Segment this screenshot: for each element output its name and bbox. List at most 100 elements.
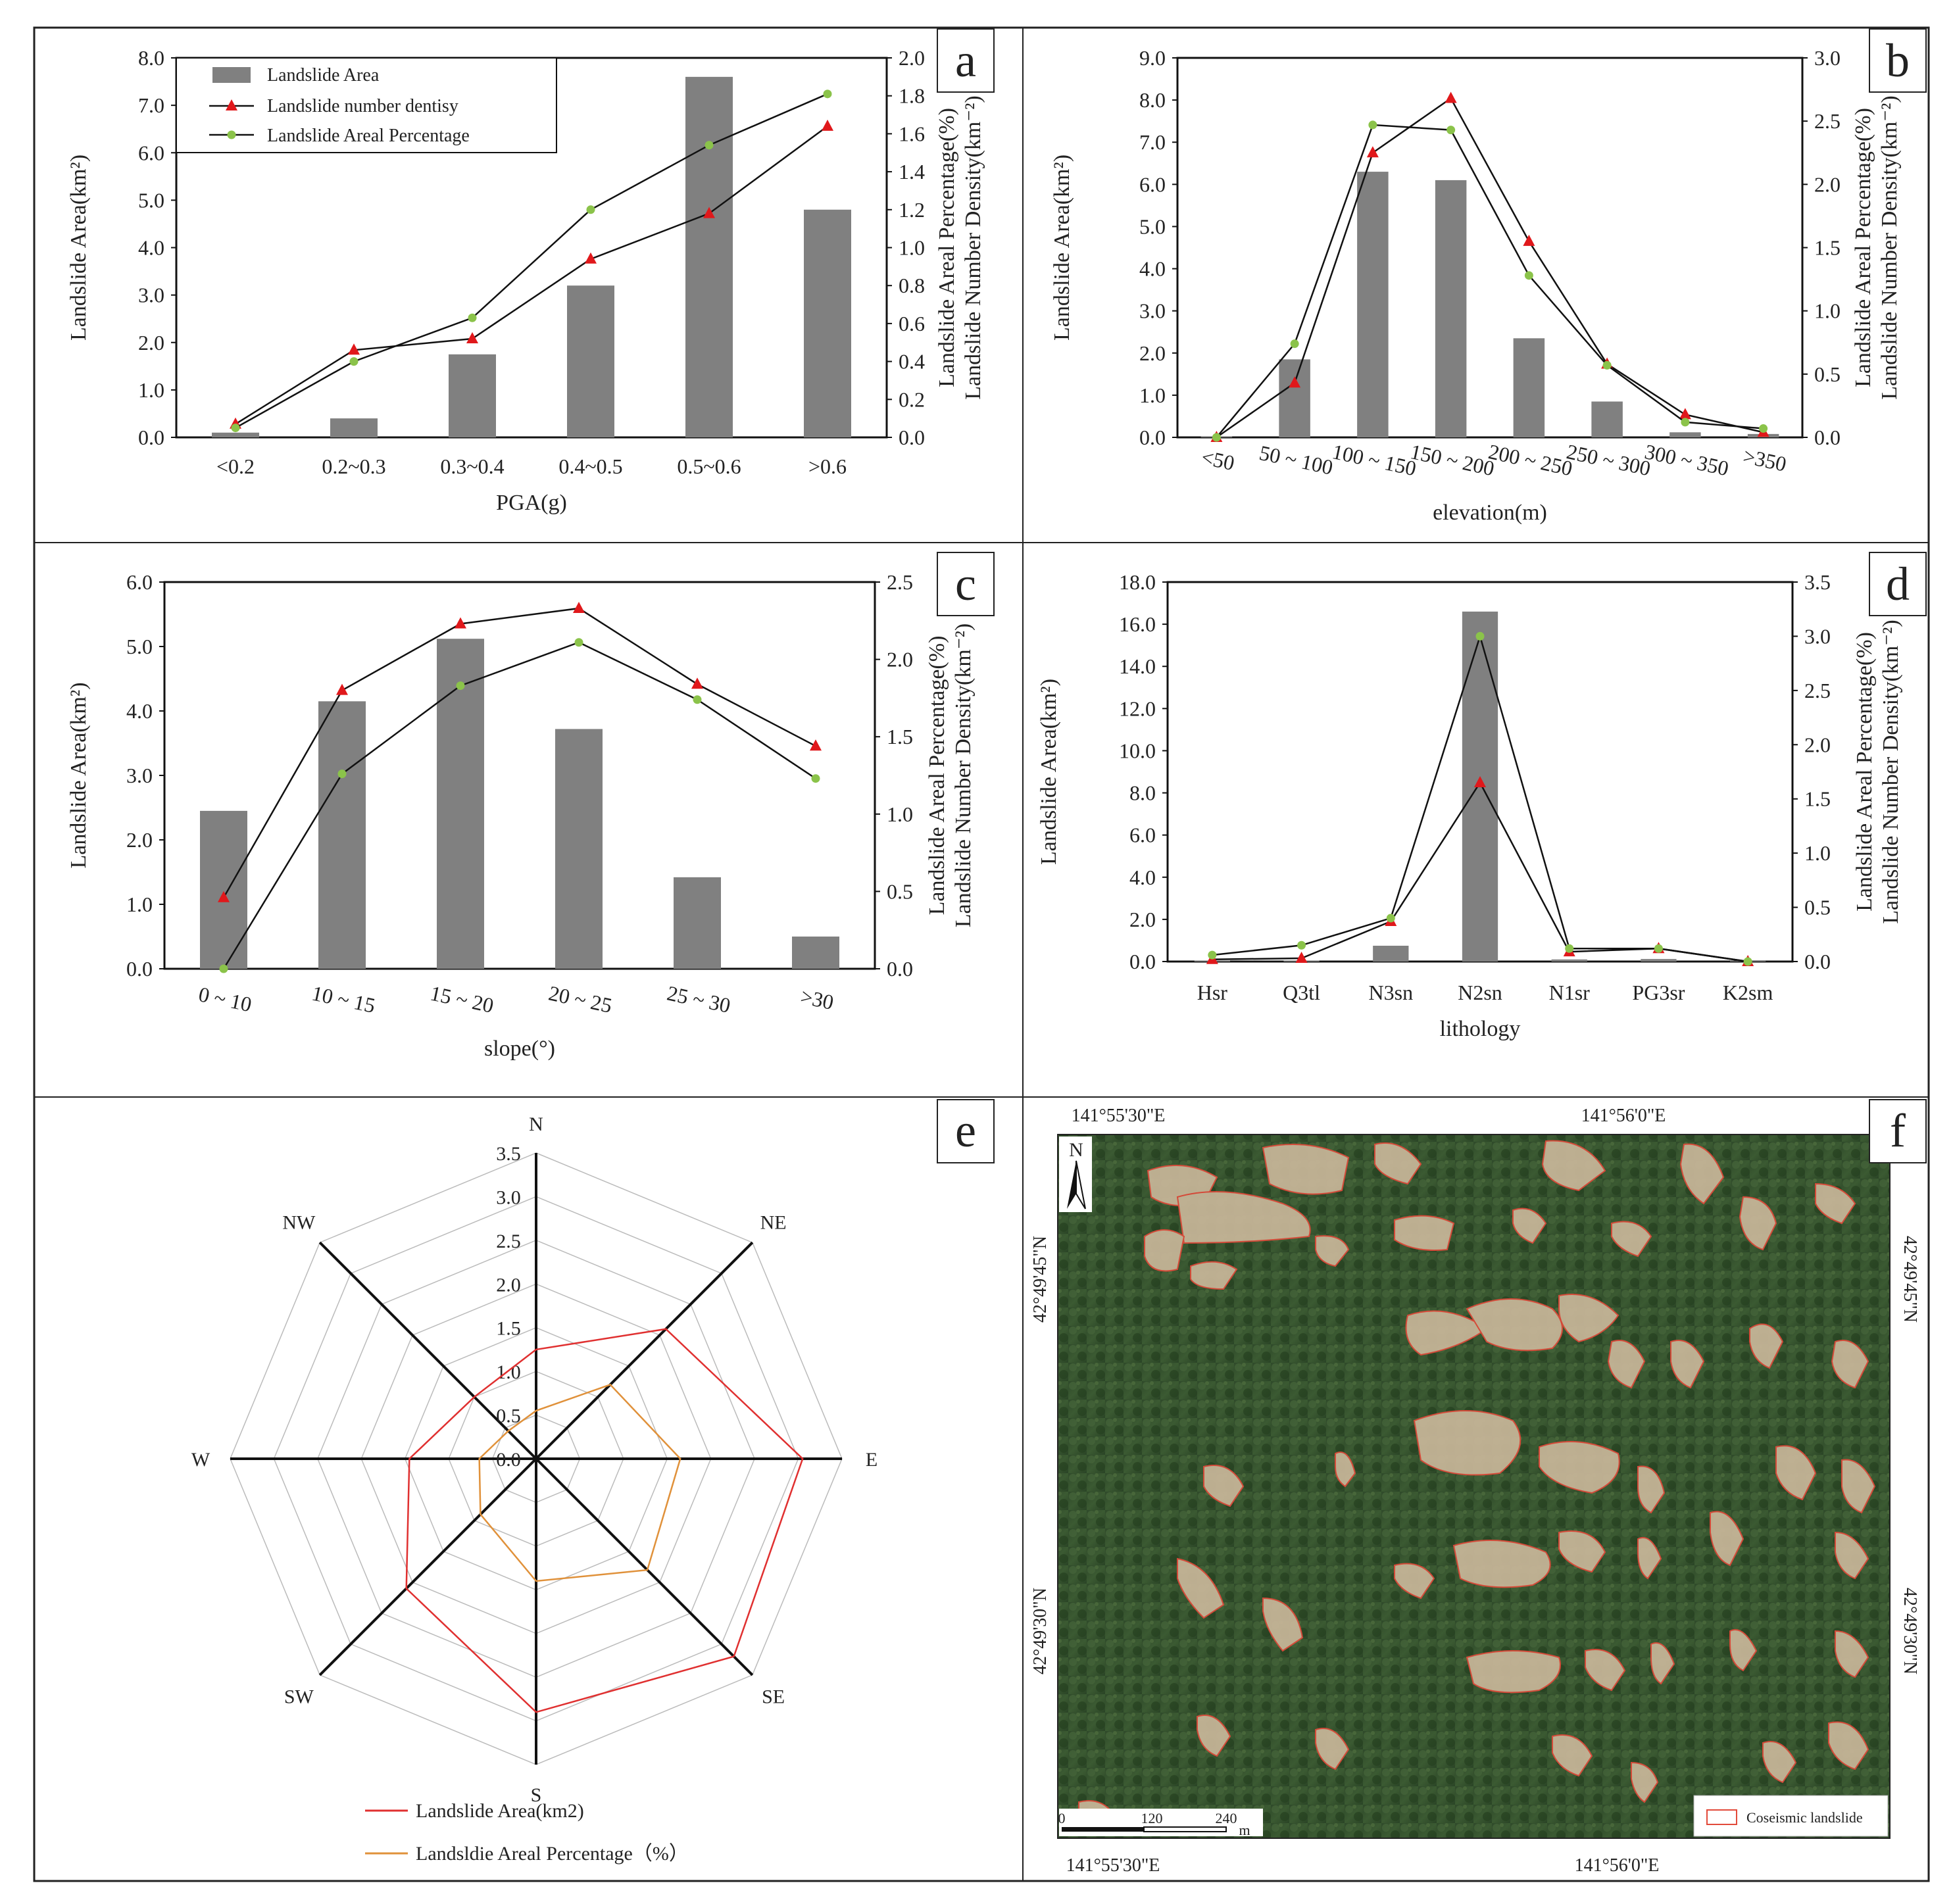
point-triangle xyxy=(1523,234,1535,246)
point-circle xyxy=(693,695,702,704)
point-triangle xyxy=(1679,408,1691,420)
bar xyxy=(1279,359,1310,437)
panel-letter-box xyxy=(937,28,995,93)
series-line xyxy=(222,641,816,969)
radar-axis-label: S xyxy=(531,1784,542,1806)
y-tick-label: 16.0 xyxy=(1119,612,1156,636)
legend-label: Landslide Area xyxy=(267,65,380,85)
x-tick-label: K2sm xyxy=(1723,981,1773,1004)
plot-area xyxy=(163,581,876,970)
radar-spoke xyxy=(318,1457,537,1676)
bar xyxy=(1435,180,1467,437)
legend-label: Landslide number dentisy xyxy=(267,96,458,116)
panel-letter-box xyxy=(1869,552,1927,616)
coord-left-upper: 42°49'45"N xyxy=(1030,1236,1051,1323)
y-axis-title: Landslide Area(km²) xyxy=(1050,155,1074,341)
point-triangle xyxy=(810,739,822,751)
point-circle xyxy=(1290,339,1299,349)
y2-tick-label: 0.5 xyxy=(1814,362,1841,386)
y2-tick-label: 2.5 xyxy=(887,570,913,594)
panel-letter: b xyxy=(1886,34,1910,87)
bar xyxy=(437,639,484,969)
scale-label-0: 0 xyxy=(1058,1810,1066,1826)
bar xyxy=(1591,401,1623,437)
landslide-scars xyxy=(1078,1140,1876,1836)
y-tick-label: 4.0 xyxy=(1139,257,1166,281)
y2-tick-label: 1.8 xyxy=(899,84,925,108)
y-tick-label: 4.0 xyxy=(126,699,153,723)
scale-label-240: 240 xyxy=(1216,1810,1237,1826)
panel-letter: a xyxy=(955,34,976,87)
bar xyxy=(200,810,247,969)
point-circle xyxy=(823,89,832,99)
x-tick-label: 20 ~ 25 xyxy=(547,981,614,1017)
point-triangle xyxy=(1295,952,1308,964)
bar xyxy=(1357,172,1389,437)
legend-swatch-circle xyxy=(227,130,236,139)
point-circle xyxy=(1743,957,1752,966)
bar xyxy=(804,209,851,437)
y2-axis-title: Landslide Areal Percentage(%) xyxy=(925,636,949,915)
y-tick-label: 9.0 xyxy=(1139,46,1166,70)
radar-ring-label: 2.0 xyxy=(496,1274,521,1296)
y-tick-label: 3.0 xyxy=(138,283,164,307)
y2-axis-title: Landslide Number Density(km⁻²) xyxy=(1877,95,1902,400)
x-tick-label: 10 ~ 15 xyxy=(310,981,378,1017)
coord-right-lower: 42°49'30"N xyxy=(1900,1588,1920,1674)
y-tick-label: 1.0 xyxy=(138,378,164,402)
y2-axis-title: Landslide Areal Percentage(%) xyxy=(935,108,959,387)
y-tick-label: 6.0 xyxy=(138,141,164,164)
panel-letter: e xyxy=(955,1104,976,1157)
bar xyxy=(555,729,603,969)
point-triangle xyxy=(585,252,597,264)
y-tick-label: 0.0 xyxy=(1129,950,1156,973)
y-tick-label: 12.0 xyxy=(1119,696,1156,720)
x-tick-label: >30 xyxy=(799,984,835,1014)
map-legend: Coseismic landslide xyxy=(1693,1795,1889,1837)
y2-tick-label: 1.0 xyxy=(1814,299,1841,323)
scale-bar: 0 120 240 m xyxy=(1058,1809,1263,1838)
panel-e: NNEESESSWWNW0.00.51.01.52.02.53.03.5Land… xyxy=(191,1099,995,1865)
panel-letter-box xyxy=(937,552,995,616)
x-tick-label: 250 ~ 300 xyxy=(1564,439,1652,480)
panel-f: N 0 120 240 m Coseismic landslide 141°55… xyxy=(1030,1099,1927,1876)
y-tick-label: 0.0 xyxy=(126,957,153,981)
y2-tick-label: 0.0 xyxy=(1804,950,1831,973)
y2-axis-title: Landslide Number Density(km⁻²) xyxy=(1879,620,1903,924)
radar-axis-label: E xyxy=(866,1449,878,1471)
legend-label: Landslide Areal Percentage xyxy=(267,126,470,146)
point-triangle xyxy=(348,343,360,355)
y2-tick-label: 2.0 xyxy=(1804,733,1831,756)
y2-tick-label: 0.0 xyxy=(899,426,925,449)
x-tick-label: Hsr xyxy=(1197,981,1228,1004)
bar xyxy=(1641,959,1677,962)
scale-label-unit: m xyxy=(1239,1822,1250,1838)
y2-tick-label: 3.0 xyxy=(1804,624,1831,648)
y-tick-label: 7.0 xyxy=(1139,130,1166,154)
x-tick-label: 150 ~ 200 xyxy=(1408,439,1496,480)
radar-axis-label: NE xyxy=(760,1211,787,1233)
y2-tick-label: 2.0 xyxy=(887,648,913,671)
panel-letter-box xyxy=(937,1099,995,1163)
coord-top-left: 141°55'30"E xyxy=(1072,1106,1166,1126)
bar xyxy=(330,418,378,437)
point-circle xyxy=(456,681,465,691)
y-tick-label: 5.0 xyxy=(138,188,164,212)
x-tick-label: 0.4~0.5 xyxy=(558,454,622,478)
point-circle xyxy=(811,774,820,783)
y-tick-label: 2.0 xyxy=(1129,908,1156,931)
plot-area xyxy=(1176,57,1804,439)
x-tick-label: 50 ~ 100 xyxy=(1257,441,1335,479)
x-axis-title: slope(°) xyxy=(484,1037,555,1061)
y-tick-label: 1.0 xyxy=(1139,383,1166,407)
y-tick-label: 18.0 xyxy=(1119,570,1156,594)
bar xyxy=(792,937,839,969)
point-triangle xyxy=(1289,376,1301,388)
point-triangle xyxy=(573,601,585,613)
radar-axis-label: SW xyxy=(284,1686,314,1708)
scale-label-120: 120 xyxy=(1141,1810,1163,1826)
radar-ring-label: 2.5 xyxy=(496,1231,521,1252)
y2-tick-label: 2.5 xyxy=(1804,679,1831,702)
y2-axis-title: Landslide Areal Percentage(%) xyxy=(1851,108,1875,387)
